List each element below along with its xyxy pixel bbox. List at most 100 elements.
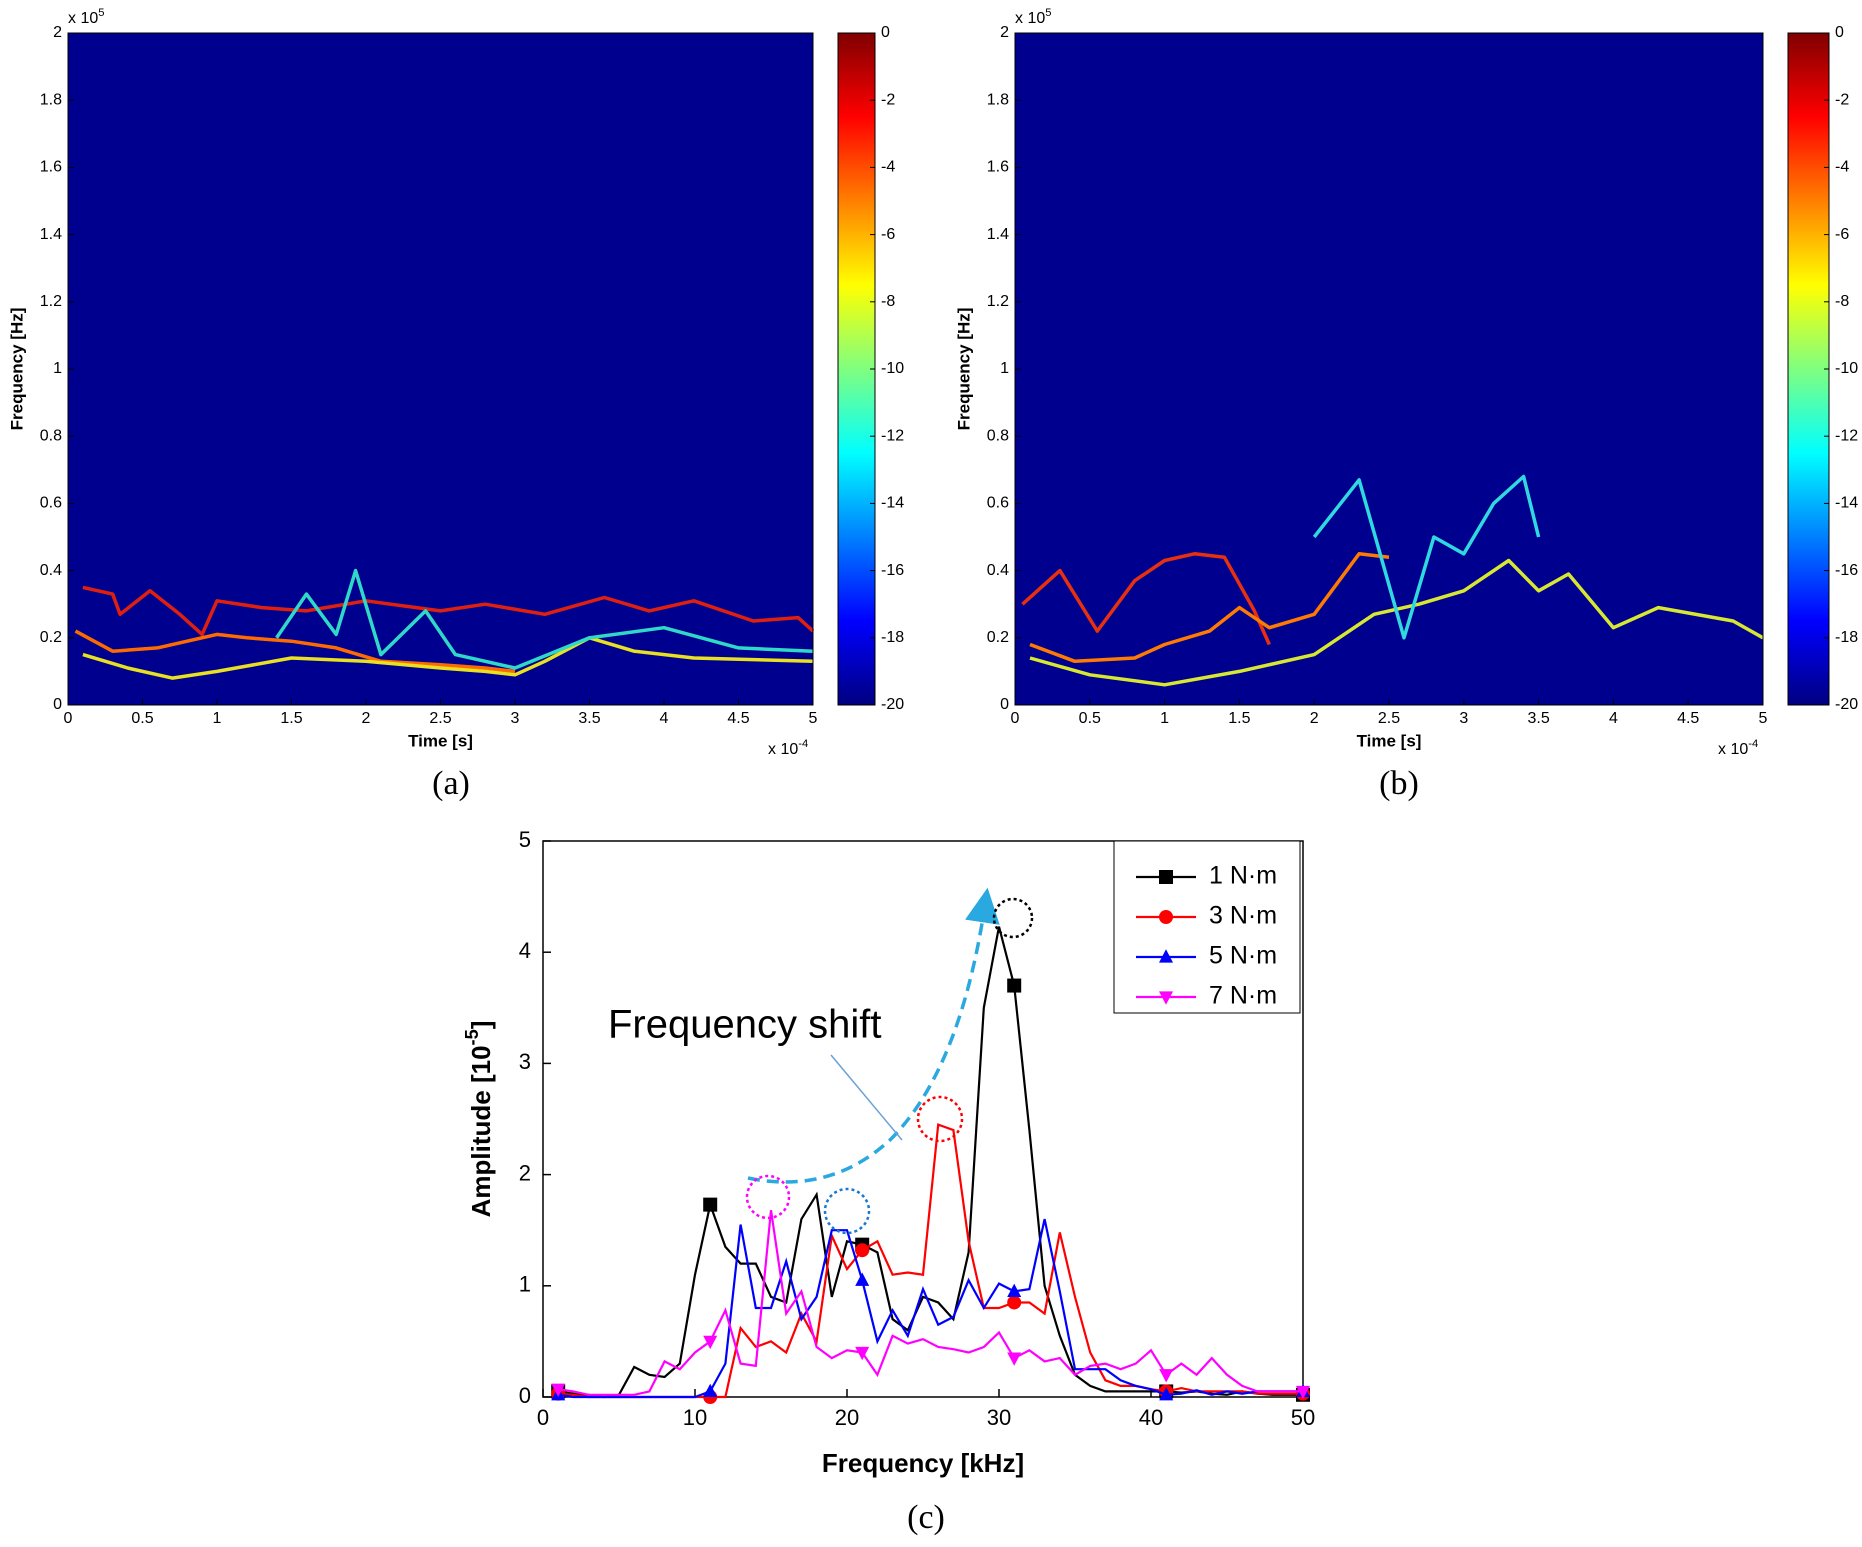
legend-label: 3 N·m [1209, 902, 1277, 930]
y-multiplier: x 105 [68, 7, 104, 27]
x-tick-label: 5 [809, 710, 818, 727]
x-tick-label: 2.5 [429, 710, 451, 727]
x-tick-label: 2.5 [1378, 710, 1400, 727]
marker [1159, 1387, 1174, 1401]
annotation-shapes [745, 887, 1034, 1235]
legend-label: 7 N·m [1209, 982, 1277, 1010]
marker [703, 1197, 718, 1212]
x-tick-label: 2 [1310, 710, 1319, 727]
y-tick-label: 0 [519, 1383, 531, 1408]
y-tick-label: 1 [519, 1272, 531, 1297]
y-tick-label: 1.2 [40, 293, 62, 310]
legend-marker [1159, 870, 1173, 884]
panel-caption: (b) [1379, 765, 1419, 802]
y-axis-label: Amplitude [10-5] [462, 1021, 496, 1218]
colorbar-tick-label: -18 [881, 629, 904, 646]
annotation: Frequency shift [608, 1003, 881, 1047]
colorbar-tick-label: -16 [881, 562, 904, 579]
colorbar-tick-label: -12 [1835, 427, 1858, 444]
x-tick-label: 1 [213, 710, 222, 727]
y-tick-label: 1.4 [987, 226, 1009, 243]
y-tick-label: 1.8 [987, 91, 1009, 108]
x-axis-label: Frequency [kHz] [822, 1448, 1024, 1478]
x-tick-label: 2 [362, 710, 371, 727]
y-tick-label: 0.4 [987, 562, 1009, 579]
x-tick-label: 0.5 [1079, 710, 1101, 727]
y-tick-label: 0.2 [40, 629, 62, 646]
x-axis-label: Time [s] [408, 731, 473, 750]
series-line [558, 1218, 1303, 1399]
legend-label: 1 N·m [1209, 862, 1277, 890]
legend-marker [1159, 949, 1173, 963]
legend-marker [1159, 910, 1173, 924]
marker [1007, 1283, 1022, 1297]
ridge-line [1029, 552, 1390, 664]
marker [855, 1346, 870, 1361]
marker [1296, 1385, 1310, 1400]
y-tick-label: 4 [519, 938, 531, 963]
legend-box [1113, 840, 1301, 1014]
colorbar-tick-label: -6 [1835, 226, 1849, 243]
marker [1007, 1295, 1022, 1310]
ridge-line [1021, 552, 1271, 646]
y-axis-label: Frequency [Hz] [7, 308, 26, 431]
y-tick-label: 0.6 [40, 495, 62, 512]
y-tick-label: 1.6 [40, 159, 62, 176]
x-tick-label: 10 [683, 1405, 707, 1430]
x-multiplier: x 10-4 [1718, 738, 1758, 758]
peak-circle [916, 1095, 964, 1143]
peak-circle [992, 897, 1034, 939]
y-tick-label: 2 [1000, 24, 1009, 41]
colorbar-tick-label: -2 [1835, 91, 1849, 108]
x-tick-label: 3 [1459, 710, 1468, 727]
marker [1007, 1352, 1022, 1366]
x-multiplier-exp: -4 [798, 738, 808, 750]
y-tick-label: 0.8 [987, 427, 1009, 444]
colorbar-tick-label: -4 [881, 159, 895, 176]
marker [855, 1243, 870, 1258]
y-tick-label: 3 [519, 1049, 531, 1074]
x-axis-label: Time [s] [1357, 731, 1422, 750]
colorbar [837, 32, 876, 706]
colorbar-tick-label: -8 [1835, 293, 1849, 310]
plot-frame [542, 840, 1304, 1398]
series-line [558, 1210, 1303, 1396]
y-tick-label: 0 [1000, 696, 1009, 713]
y-multiplier-exp: 5 [1045, 7, 1051, 19]
y-tick-label: 0 [53, 696, 62, 713]
marker [703, 1383, 718, 1398]
colorbar-tick-label: -8 [881, 293, 895, 310]
x-multiplier-base: x 10 [1718, 741, 1748, 758]
colorbar-tick-label: -6 [881, 226, 895, 243]
colorbar-tick-label: -20 [881, 696, 904, 713]
y-tick-label: 1 [53, 360, 62, 377]
colorbar-tick-label: -10 [1835, 360, 1858, 377]
colorbar-tick-label: 0 [1835, 24, 1844, 41]
y-axis-label-base: Amplitude [10 [466, 1045, 496, 1217]
colorbar-tick-label: -10 [881, 360, 904, 377]
y-multiplier-base: x 10 [1015, 10, 1045, 27]
colorbar-tick-label: -2 [881, 91, 895, 108]
y-tick-label: 1.4 [40, 226, 62, 243]
x-tick-label: 4.5 [1677, 710, 1699, 727]
y-tick-label: 0.8 [40, 427, 62, 444]
series-line [558, 926, 1303, 1399]
y-tick-label: 5 [519, 827, 531, 852]
y-multiplier: x 105 [1015, 7, 1051, 27]
y-multiplier-base: x 10 [68, 10, 98, 27]
x-multiplier-base: x 10 [768, 741, 798, 758]
x-tick-label: 5 [1759, 710, 1768, 727]
marker [1159, 1369, 1174, 1383]
y-tick-label: 0.4 [40, 562, 62, 579]
colorbar-tick-label: -20 [1835, 696, 1858, 713]
y-tick-label: 1.6 [987, 159, 1009, 176]
ridge-line [74, 629, 516, 674]
colorbar-tick-label: -18 [1835, 629, 1858, 646]
marker [1007, 978, 1022, 993]
y-tick-label: 0.2 [987, 629, 1009, 646]
x-tick-label: 0 [537, 1405, 549, 1430]
legend-label: 5 N·m [1209, 942, 1277, 970]
x-multiplier: x 10-4 [768, 738, 808, 758]
colorbar-tick-label: 0 [881, 24, 890, 41]
